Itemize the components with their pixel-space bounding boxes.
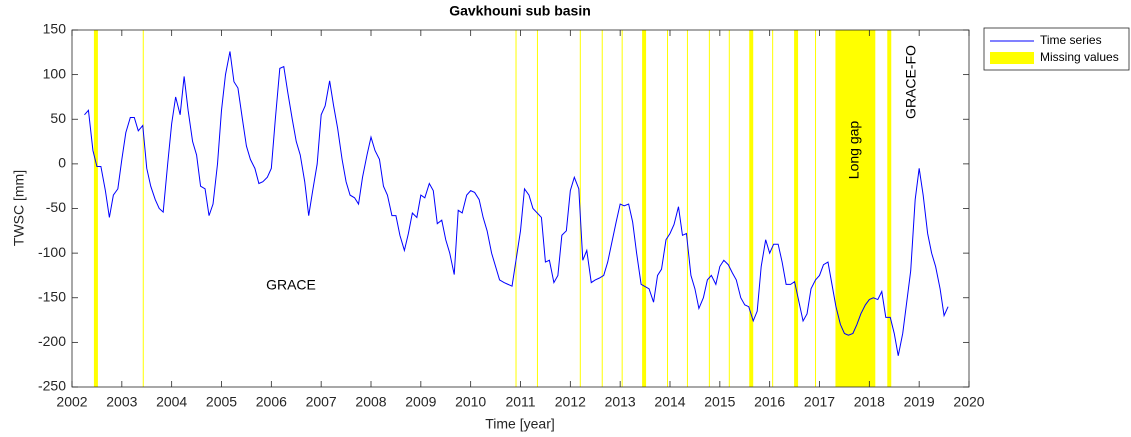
y-tick-label: 50 <box>50 110 66 126</box>
missing-band <box>835 30 876 387</box>
missing-band <box>536 30 538 387</box>
x-tick-label: 2008 <box>355 394 386 410</box>
x-tick-label: 2016 <box>754 394 785 410</box>
axes-box <box>71 29 970 388</box>
annotation: Long gap <box>846 121 862 180</box>
plot-area <box>71 29 970 388</box>
y-axis-label: TWSC [mm] <box>11 170 27 246</box>
y-tick-label: 100 <box>43 65 67 81</box>
missing-band <box>601 30 603 387</box>
chart-title: Gavkhouni sub basin <box>449 3 591 19</box>
missing-band <box>794 30 799 387</box>
legend-key <box>990 52 1034 64</box>
missing-band <box>772 30 774 387</box>
x-tick-label: 2019 <box>904 394 935 410</box>
y-tick-label: -200 <box>38 333 66 349</box>
annotation: GRACE <box>266 277 316 293</box>
x-tick-label: 2015 <box>704 394 735 410</box>
legend-label: Missing values <box>1040 50 1119 64</box>
missing-bands <box>93 30 892 387</box>
x-axis-label: Time [year] <box>485 416 555 432</box>
x-tick-label: 2020 <box>953 394 984 410</box>
x-tick-label: 2011 <box>505 394 535 410</box>
x-tick-label: 2013 <box>605 394 636 410</box>
series-line <box>84 51 949 356</box>
x-tick-label: 2017 <box>804 394 835 410</box>
missing-band <box>887 30 892 387</box>
x-tick-label: 2014 <box>654 394 685 410</box>
missing-band <box>621 30 623 387</box>
missing-band <box>728 30 730 387</box>
missing-band <box>749 30 754 387</box>
x-tick-label: 2006 <box>256 394 287 410</box>
missing-band <box>515 30 517 387</box>
x-tick-label: 2009 <box>405 394 436 410</box>
annotation: GRACE-FO <box>903 45 919 119</box>
missing-band <box>708 30 710 387</box>
x-tick-label: 2002 <box>56 394 87 410</box>
x-tick-label: 2003 <box>106 394 137 410</box>
y-tick-label: -50 <box>46 199 66 215</box>
missing-band <box>815 30 817 387</box>
y-tick-label: -100 <box>38 244 66 260</box>
x-tick-label: 2018 <box>854 394 885 410</box>
y-tick-label: -250 <box>38 378 66 394</box>
x-tick-label: 2004 <box>156 394 187 410</box>
y-tick-label: -150 <box>38 288 66 304</box>
missing-band <box>93 30 98 387</box>
missing-band <box>142 30 144 387</box>
y-tick-label: 150 <box>43 21 67 37</box>
x-tick-label: 2012 <box>555 394 586 410</box>
x-tick-label: 2007 <box>306 394 337 410</box>
legend-label: Time series <box>1040 33 1102 47</box>
missing-band <box>686 30 688 387</box>
x-tick-label: 2010 <box>455 394 486 410</box>
y-tick-label: 0 <box>58 155 66 171</box>
missing-band <box>667 30 669 387</box>
missing-band <box>642 30 647 387</box>
x-tick-label: 2005 <box>206 394 237 410</box>
